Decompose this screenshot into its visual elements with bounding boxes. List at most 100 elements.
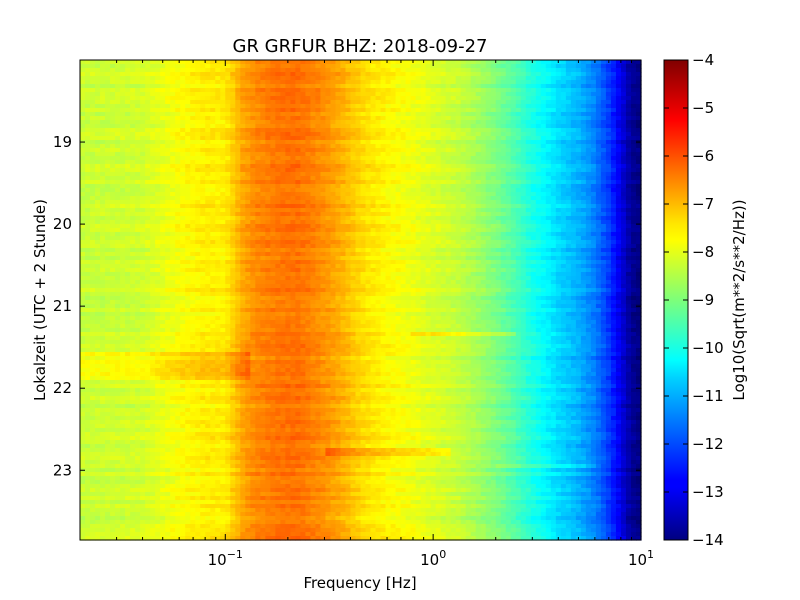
heatmap-cell	[220, 128, 226, 133]
heatmap-cell	[210, 80, 216, 85]
heatmap-cell	[235, 104, 241, 109]
heatmap-cell	[210, 120, 216, 125]
heatmap-cell	[155, 200, 161, 205]
heatmap-cell	[350, 112, 357, 117]
heatmap-cell	[295, 172, 301, 177]
heatmap-cell	[360, 160, 367, 165]
heatmap-cell	[495, 136, 502, 141]
heatmap-cell	[585, 120, 592, 125]
heatmap-cell	[175, 188, 181, 193]
heatmap-cell	[290, 104, 296, 109]
heatmap-cell	[480, 180, 487, 185]
heatmap-cell	[155, 236, 161, 241]
heatmap-cell	[540, 148, 547, 153]
heatmap-cell	[555, 76, 562, 81]
heatmap-cell	[620, 168, 627, 173]
heatmap-cell	[175, 148, 181, 153]
heatmap-cell	[530, 128, 537, 133]
heatmap-cell	[85, 204, 91, 209]
heatmap-cell	[250, 124, 256, 129]
heatmap-cell	[205, 208, 211, 213]
heatmap-cell	[345, 108, 352, 113]
heatmap-cell	[465, 172, 472, 177]
heatmap-cell	[515, 176, 522, 181]
heatmap-cell	[145, 236, 151, 241]
heatmap-cell	[635, 156, 642, 161]
heatmap-cell	[380, 184, 387, 189]
heatmap-cell	[345, 180, 352, 185]
heatmap-cell	[105, 196, 111, 201]
heatmap-cell	[575, 100, 582, 105]
heatmap-cell	[595, 96, 602, 101]
heatmap-cell	[395, 176, 402, 181]
heatmap-cell	[260, 128, 266, 133]
heatmap-cell	[465, 224, 472, 229]
heatmap-cell	[235, 144, 241, 149]
heatmap-cell	[285, 108, 291, 113]
heatmap-cell	[495, 120, 502, 125]
heatmap-cell	[360, 68, 367, 73]
heatmap-cell	[290, 112, 296, 117]
heatmap-cell	[190, 80, 196, 85]
heatmap-cell	[445, 64, 452, 69]
heatmap-cell	[505, 172, 512, 177]
heatmap-cell	[595, 220, 602, 225]
heatmap-cell	[630, 220, 637, 225]
heatmap-cell	[335, 160, 342, 165]
heatmap-cell	[360, 88, 367, 93]
heatmap-cell	[525, 188, 532, 193]
heatmap-cell	[380, 72, 387, 77]
heatmap-cell	[185, 224, 191, 229]
heatmap-cell	[510, 228, 517, 233]
heatmap-cell	[385, 96, 392, 101]
heatmap-cell	[605, 156, 612, 161]
heatmap-cell	[350, 92, 357, 97]
heatmap-cell	[385, 208, 392, 213]
heatmap-cell	[115, 76, 121, 81]
heatmap-cell	[565, 128, 572, 133]
heatmap-cell	[180, 204, 186, 209]
heatmap-cell	[220, 140, 226, 145]
heatmap-cell	[470, 208, 477, 213]
heatmap-cell	[630, 96, 637, 101]
heatmap-cell	[400, 88, 407, 93]
heatmap-cell	[405, 224, 412, 229]
heatmap-cell	[600, 204, 607, 209]
heatmap-cell	[145, 212, 151, 217]
heatmap-cell	[595, 116, 602, 121]
heatmap-cell	[415, 168, 422, 173]
heatmap-cell	[175, 96, 181, 101]
heatmap-cell	[385, 128, 392, 133]
heatmap-cell	[100, 140, 106, 145]
heatmap-cell	[525, 120, 532, 125]
heatmap-cell	[455, 208, 462, 213]
heatmap-cell	[125, 192, 131, 197]
heatmap-cell	[420, 152, 427, 157]
heatmap-cell	[405, 152, 412, 157]
heatmap-cell	[440, 108, 447, 113]
heatmap-cell	[260, 120, 266, 125]
heatmap-cell	[555, 184, 562, 189]
heatmap-cell	[260, 220, 266, 225]
heatmap-cell	[560, 232, 567, 237]
heatmap-cell	[295, 140, 301, 145]
heatmap-cell	[195, 192, 201, 197]
heatmap-cell	[555, 196, 562, 201]
heatmap-cell	[105, 204, 111, 209]
heatmap-cell	[520, 188, 527, 193]
heatmap-cell	[305, 156, 312, 161]
heatmap-cell	[245, 180, 251, 185]
heatmap-cell	[525, 132, 532, 137]
heatmap-cell	[415, 212, 422, 217]
heatmap-cell	[585, 168, 592, 173]
heatmap-cell	[365, 68, 372, 73]
heatmap-cell	[240, 108, 246, 113]
heatmap-cell	[635, 144, 642, 149]
heatmap-cell	[220, 120, 226, 125]
heatmap-cell	[140, 128, 146, 133]
heatmap-cell	[545, 84, 552, 89]
heatmap-cell	[175, 152, 181, 157]
heatmap-cell	[520, 68, 527, 73]
heatmap-cell	[630, 136, 637, 141]
heatmap-cell	[130, 144, 136, 149]
